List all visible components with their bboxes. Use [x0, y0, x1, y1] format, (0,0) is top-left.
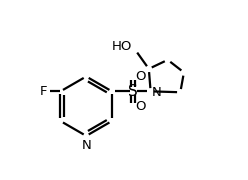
Text: HO: HO: [112, 40, 133, 53]
Text: N: N: [81, 139, 91, 152]
Text: S: S: [128, 84, 137, 99]
Text: O: O: [135, 100, 145, 113]
Text: N: N: [152, 86, 162, 99]
Text: O: O: [135, 69, 145, 83]
Text: F: F: [39, 85, 47, 98]
